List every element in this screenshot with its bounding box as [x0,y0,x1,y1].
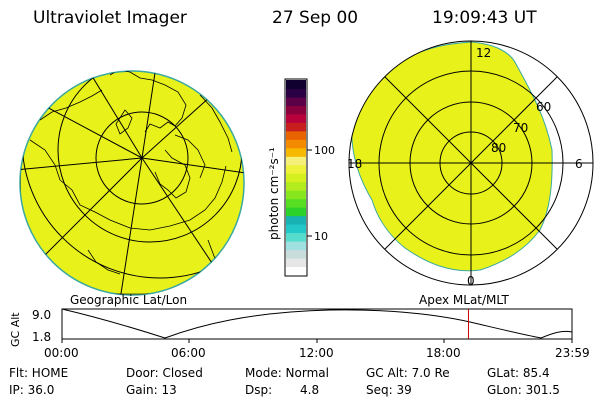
status-glon: GLon: 301.5 [487,383,560,397]
colorbar-band [286,113,306,123]
colorbar-band [286,266,306,276]
status-gain: Gain: 13 [126,383,177,397]
color-bar: 100 10 photon cm⁻²s⁻¹ [267,78,335,277]
geo-map-disc [20,71,244,295]
timeline-panel: Geographic Lat/Lon Apex MLat/MLT GC Alt … [9,293,590,360]
date-label: 27 Sep 00 [272,8,359,28]
colorbar-band [286,139,306,149]
status-ip: IP: 36.0 [9,383,55,397]
timeline-left-title: Geographic Lat/Lon [70,293,187,307]
timeline-tick-0600: 06:00 [171,346,206,360]
colorbar-band [286,249,306,259]
polar-label-18: 18 [347,157,362,171]
timeline-ymax: 9.0 [32,308,51,322]
status-seq: Seq: 39 [366,383,412,397]
colorbar-band [286,181,306,191]
colorbar-band [286,232,306,242]
colorbar-band [286,96,306,106]
status-mode: Mode: Normal [245,366,329,380]
status-dsp-label: Dsp: [245,383,273,397]
colorbar-band [286,258,306,268]
colorbar-band [286,80,306,89]
colorbar-band [286,173,306,183]
polar-label-6: 6 [575,157,583,171]
polar-label-12: 12 [476,46,491,60]
colorbar-tick-10: 10 [314,230,328,243]
polar-ring-80: 80 [491,141,506,155]
polar-plot: 12 0 18 6 60 70 80 [347,40,594,288]
timeline-tick-0000: 00:00 [44,346,79,360]
polar-label-0: 0 [467,274,475,288]
altitude-curve [61,308,573,339]
timeline-tick-1800: 18:00 [426,346,461,360]
timeline-right-title: Apex MLat/MLT [419,293,509,307]
polar-emission-region [351,41,553,272]
polar-grid [348,40,594,286]
colorbar-unit-label: photon cm⁻²s⁻¹ [267,147,281,240]
colorbar-band [286,105,306,115]
status-flight: Flt: HOME [9,366,69,380]
timeline-axis-label: GC Alt [9,312,22,347]
colorbar-band [286,156,306,166]
colorbar-band [286,198,306,208]
status-door: Door: Closed [126,366,203,380]
colorbar-band [286,88,306,98]
colorbar-band [286,241,306,251]
polar-ring-70: 70 [513,121,528,135]
colorbar-tick-100: 100 [314,144,335,157]
colorbar-band [286,190,306,200]
geographic-map [19,70,245,296]
colorbar-band [286,215,306,225]
status-gc-alt: GC Alt: 7.0 Re [366,366,450,380]
status-glat: GLat: 85.4 [487,366,550,380]
colorbar-band [286,224,306,234]
time-label: 19:09:43 UT [432,8,537,28]
polar-ring-60: 60 [536,100,551,114]
coastlines [29,71,233,275]
colorbar-band [286,164,306,174]
timeline-ymin: 1.8 [32,330,51,344]
timeline-tick-1200: 12:00 [299,346,334,360]
colorbar-band [286,122,306,132]
instrument-title: Ultraviolet Imager [33,8,187,28]
colorbar-band [286,147,306,157]
status-dsp-value: 4.8 [300,383,320,397]
timeline-frame [61,308,573,340]
colorbar-band [286,130,306,140]
timeline-tick-2359: 23:59 [555,346,590,360]
colorbar-band [286,207,306,217]
